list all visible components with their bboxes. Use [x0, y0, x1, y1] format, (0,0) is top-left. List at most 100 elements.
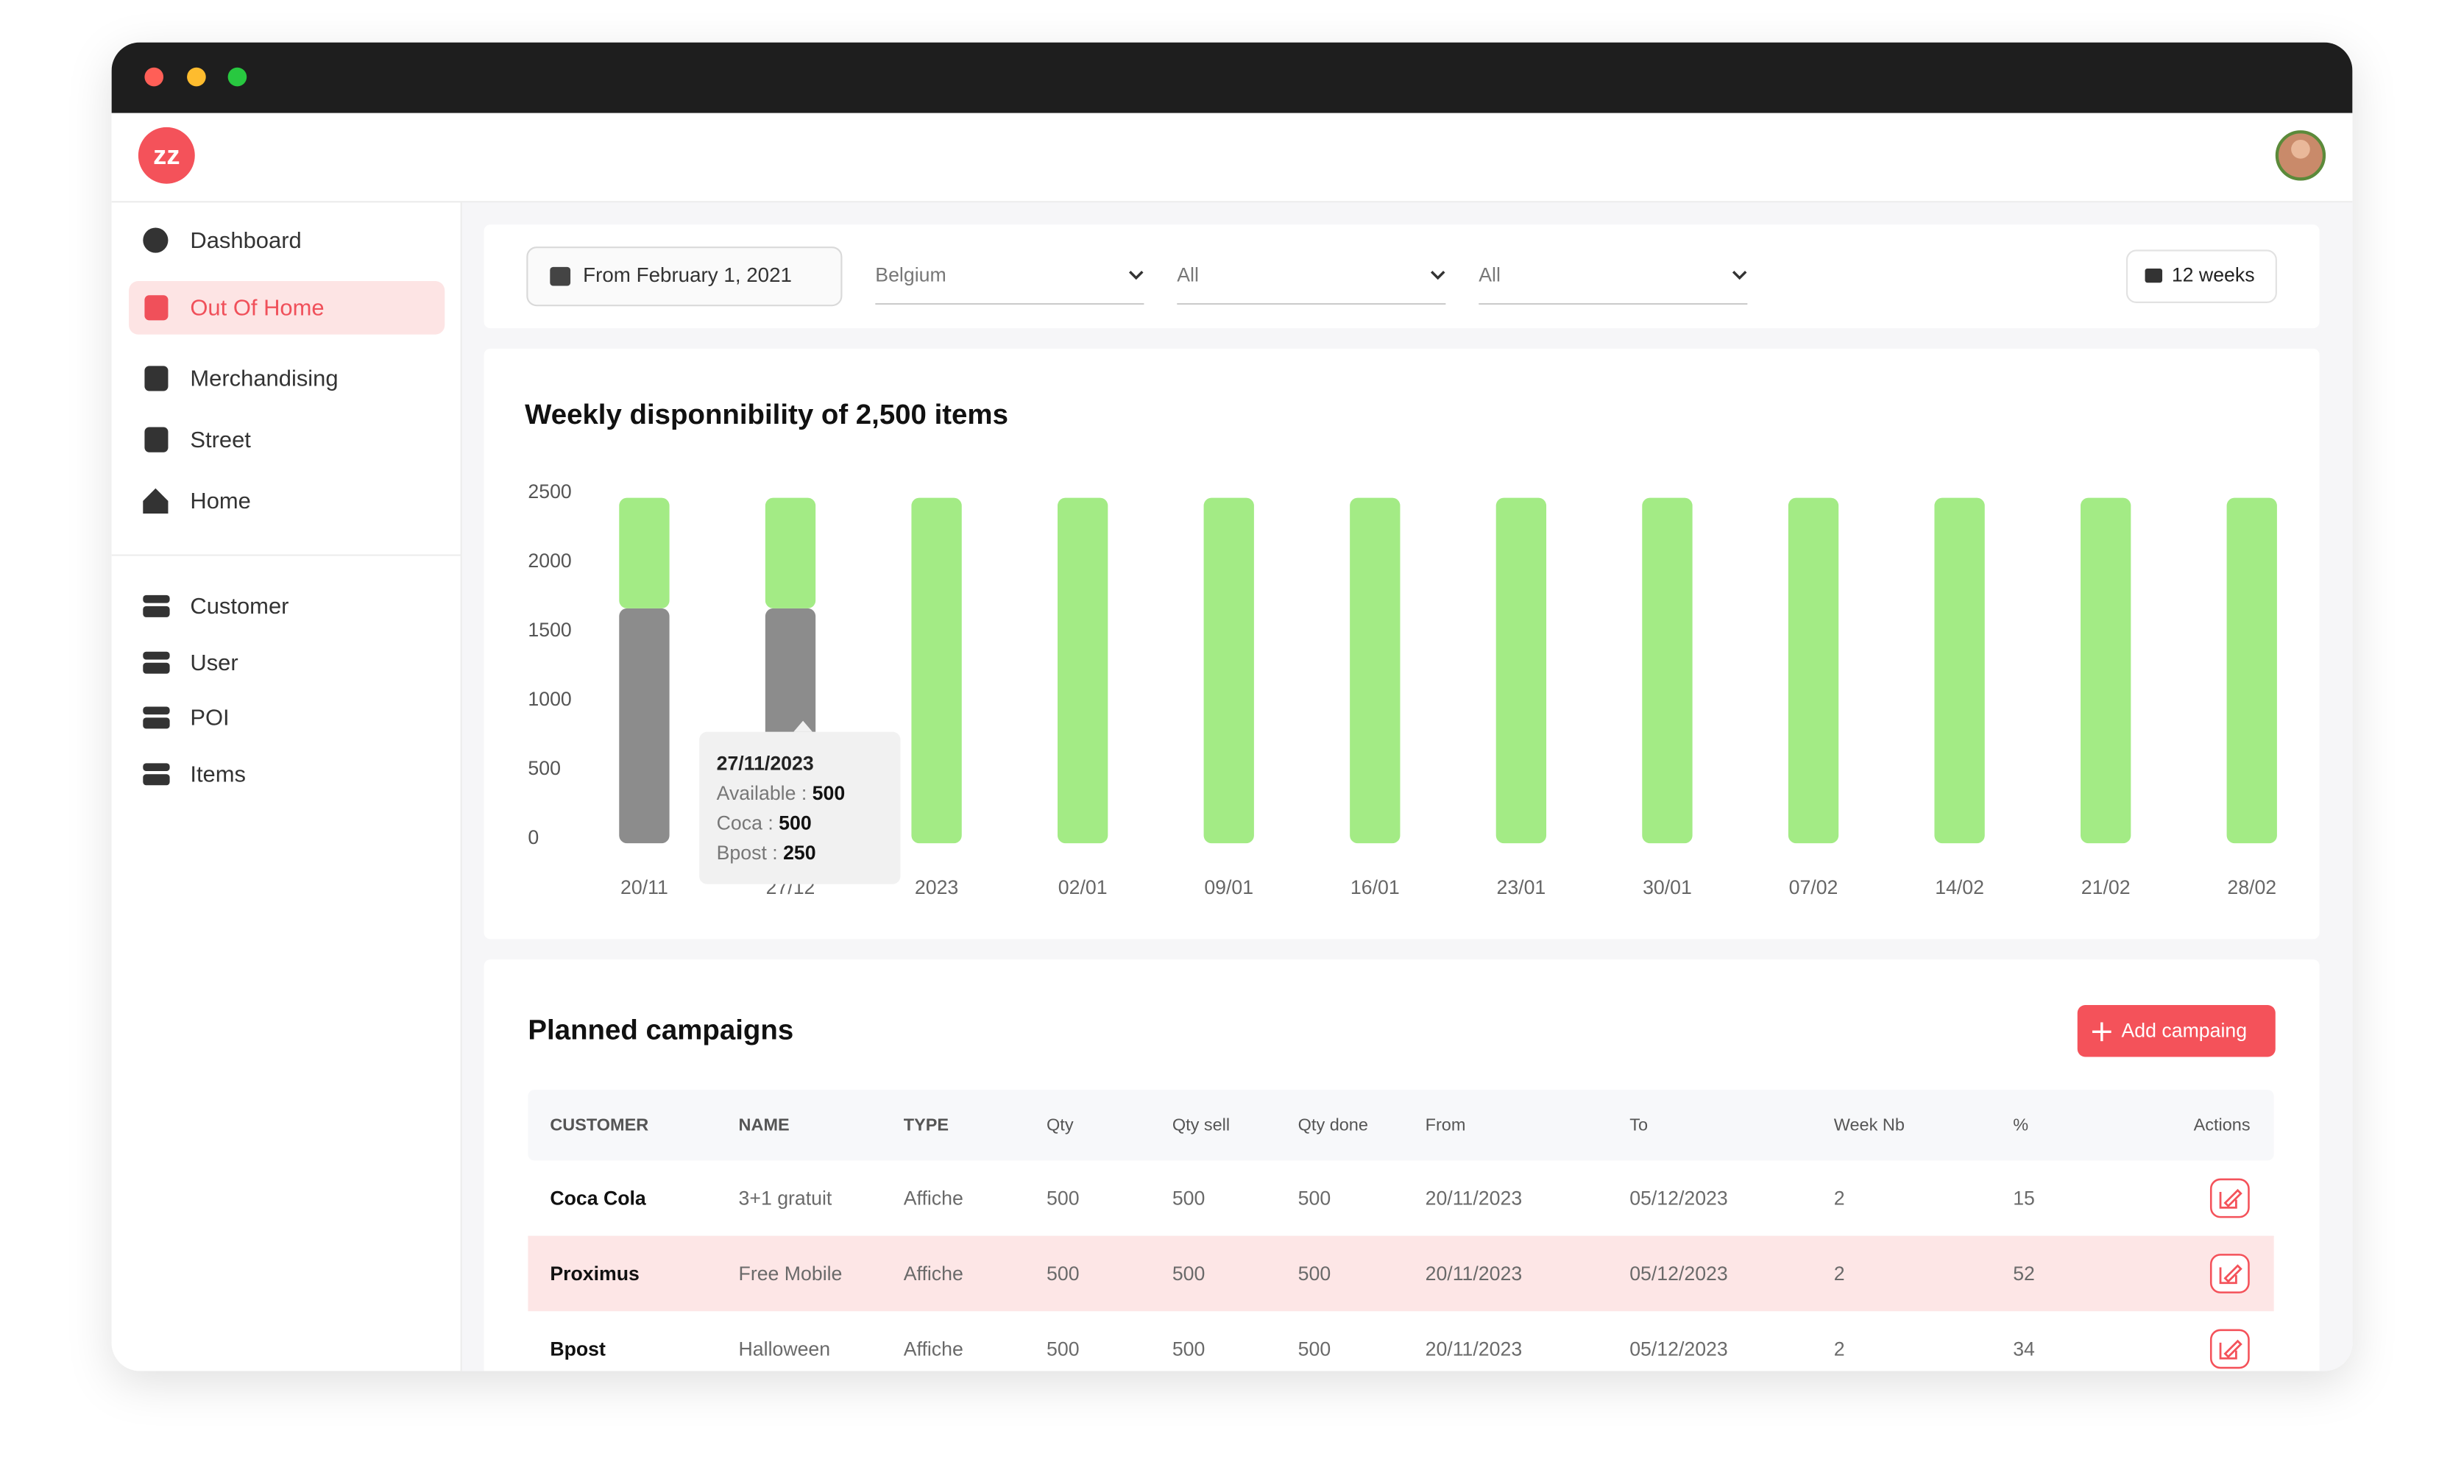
table-cell: Halloween	[739, 1338, 831, 1360]
close-dot[interactable]	[144, 67, 164, 87]
table-cell: Affiche	[904, 1187, 963, 1210]
edit-action[interactable]	[2209, 1329, 2250, 1369]
nav-item[interactable]: Out Of Home	[144, 295, 325, 321]
x-tick-label: 23/01	[1496, 876, 1546, 898]
select-text: All	[1479, 264, 1501, 286]
column-header: Qty	[1047, 1115, 1074, 1135]
campaigns-table: CUSTOMER NAME TYPE Qty Qty sell Qty done From T…	[528, 1115, 2274, 1388]
edit-icon	[2219, 1339, 2242, 1360]
logo[interactable]	[138, 127, 195, 184]
period-button[interactable]	[2125, 249, 2277, 303]
nav-icon	[143, 706, 170, 715]
nav-item[interactable]: Street	[144, 427, 251, 452]
bar-segment	[1788, 497, 1839, 844]
edit-action[interactable]	[2209, 1178, 2250, 1218]
table-cell: 2	[1834, 1263, 1845, 1285]
nav-label: Out Of Home	[190, 295, 324, 321]
period-text: 12 weeks	[2172, 264, 2255, 286]
table-cell: Bpost	[550, 1338, 606, 1360]
nav-item[interactable]: POI	[143, 705, 230, 731]
chevron	[1732, 271, 1747, 280]
minimize-dot[interactable]	[187, 67, 206, 87]
x-tick-label: 2023	[915, 876, 958, 898]
column-header: Qty done	[1298, 1115, 1368, 1135]
zoom-dot[interactable]	[227, 67, 247, 87]
bar-segment	[1642, 497, 1693, 844]
table-cell: 05/12/2023	[1629, 1338, 1728, 1360]
nav-icon	[143, 651, 170, 660]
x-tick-label: 28/02	[2227, 876, 2276, 898]
chevron	[1129, 271, 1144, 280]
nav-icon	[143, 774, 170, 786]
nav-icon	[143, 763, 170, 771]
logo-text: zz	[153, 140, 180, 170]
date-text: From February 1, 2021	[583, 263, 792, 286]
add-button-text: Add campaing	[2122, 1019, 2248, 1041]
nav-icon	[144, 295, 169, 321]
nav-icon	[143, 662, 170, 674]
table-row[interactable]: Proximus Free Mobile Affiche 500 500 500 20/11…	[528, 1235, 2274, 1312]
table-cell: 52	[2013, 1263, 2035, 1285]
sidebar: Dashboard Out Of Home Merchandising Street H…	[143, 227, 339, 787]
bar-segment	[1350, 497, 1401, 844]
filter-card	[484, 224, 2320, 329]
y-tick-label: 2000	[528, 550, 571, 572]
tooltip-value: 500	[813, 782, 846, 804]
table-cell: Free Mobile	[739, 1263, 843, 1285]
edit-icon	[2219, 1188, 2242, 1209]
table-cell: 500	[1047, 1338, 1080, 1360]
nav-item[interactable]: Customer	[143, 593, 288, 619]
column-header: NAME	[739, 1115, 790, 1135]
table-cell: 05/12/2023	[1629, 1263, 1728, 1285]
nav-label: User	[190, 650, 238, 675]
x-tick-label: 02/01	[1058, 876, 1108, 898]
table-cell: 2	[1834, 1187, 1845, 1210]
column-header: From	[1426, 1115, 1466, 1135]
chart-title: Weekly disponnibility of 2,500 items	[525, 399, 1008, 430]
add-button[interactable]	[2077, 1005, 2276, 1057]
calendar-icon	[550, 266, 571, 286]
table-cell: 500	[1047, 1187, 1080, 1210]
table-row[interactable]: Bpost Halloween Affiche 500 500 500 20/11/2023…	[528, 1329, 2273, 1388]
nav-label: Street	[190, 427, 251, 452]
tooltip-bg	[699, 731, 901, 884]
title-bar	[111, 42, 2353, 113]
nav-icon	[143, 227, 169, 253]
tooltip-label: Coca :	[717, 812, 779, 834]
nav-item[interactable]: Merchandising	[144, 366, 339, 391]
nav-item[interactable]: Items	[143, 761, 246, 787]
select-3[interactable]: All	[1479, 264, 1748, 305]
bar-segment	[1495, 497, 1547, 844]
table-cell: 3+1 gratuit	[739, 1187, 832, 1210]
tooltip-row: Available : 500	[717, 782, 846, 804]
country-select[interactable]: Belgium	[875, 264, 1144, 305]
column-header: Week Nb	[1834, 1115, 1905, 1135]
nav-item[interactable]: Dashboard	[143, 227, 302, 253]
table-cell: Proximus	[550, 1263, 640, 1285]
column-header: %	[2013, 1115, 2028, 1135]
table-cell: 500	[1298, 1187, 1331, 1210]
period-icon	[2145, 268, 2163, 283]
table-cell: 500	[1298, 1338, 1331, 1360]
bar-segment	[911, 497, 962, 844]
table-cell: 2	[1834, 1338, 1845, 1360]
chevron	[1430, 271, 1445, 280]
table-cell: 15	[2013, 1187, 2035, 1210]
x-tick-label: 16/01	[1350, 876, 1400, 898]
tooltip-label: Available :	[717, 782, 813, 804]
edit-action[interactable]	[2209, 1254, 2250, 1293]
tooltip-label: Bpost :	[717, 842, 783, 864]
bar-segment	[2081, 497, 2131, 844]
y-tick-label: 1500	[528, 619, 571, 641]
edit-icon	[2219, 1264, 2242, 1285]
nav-icon	[143, 594, 170, 603]
column-header: Qty sell	[1172, 1115, 1230, 1135]
nav-item[interactable]: Home	[143, 488, 251, 514]
nav-item[interactable]: User	[143, 650, 238, 675]
x-tick-label: 30/01	[1643, 876, 1692, 898]
select-2[interactable]: All	[1177, 264, 1446, 305]
x-tick-label: 20/11	[620, 876, 668, 898]
table-cell: 500	[1172, 1263, 1206, 1285]
date-button[interactable]	[526, 246, 843, 307]
